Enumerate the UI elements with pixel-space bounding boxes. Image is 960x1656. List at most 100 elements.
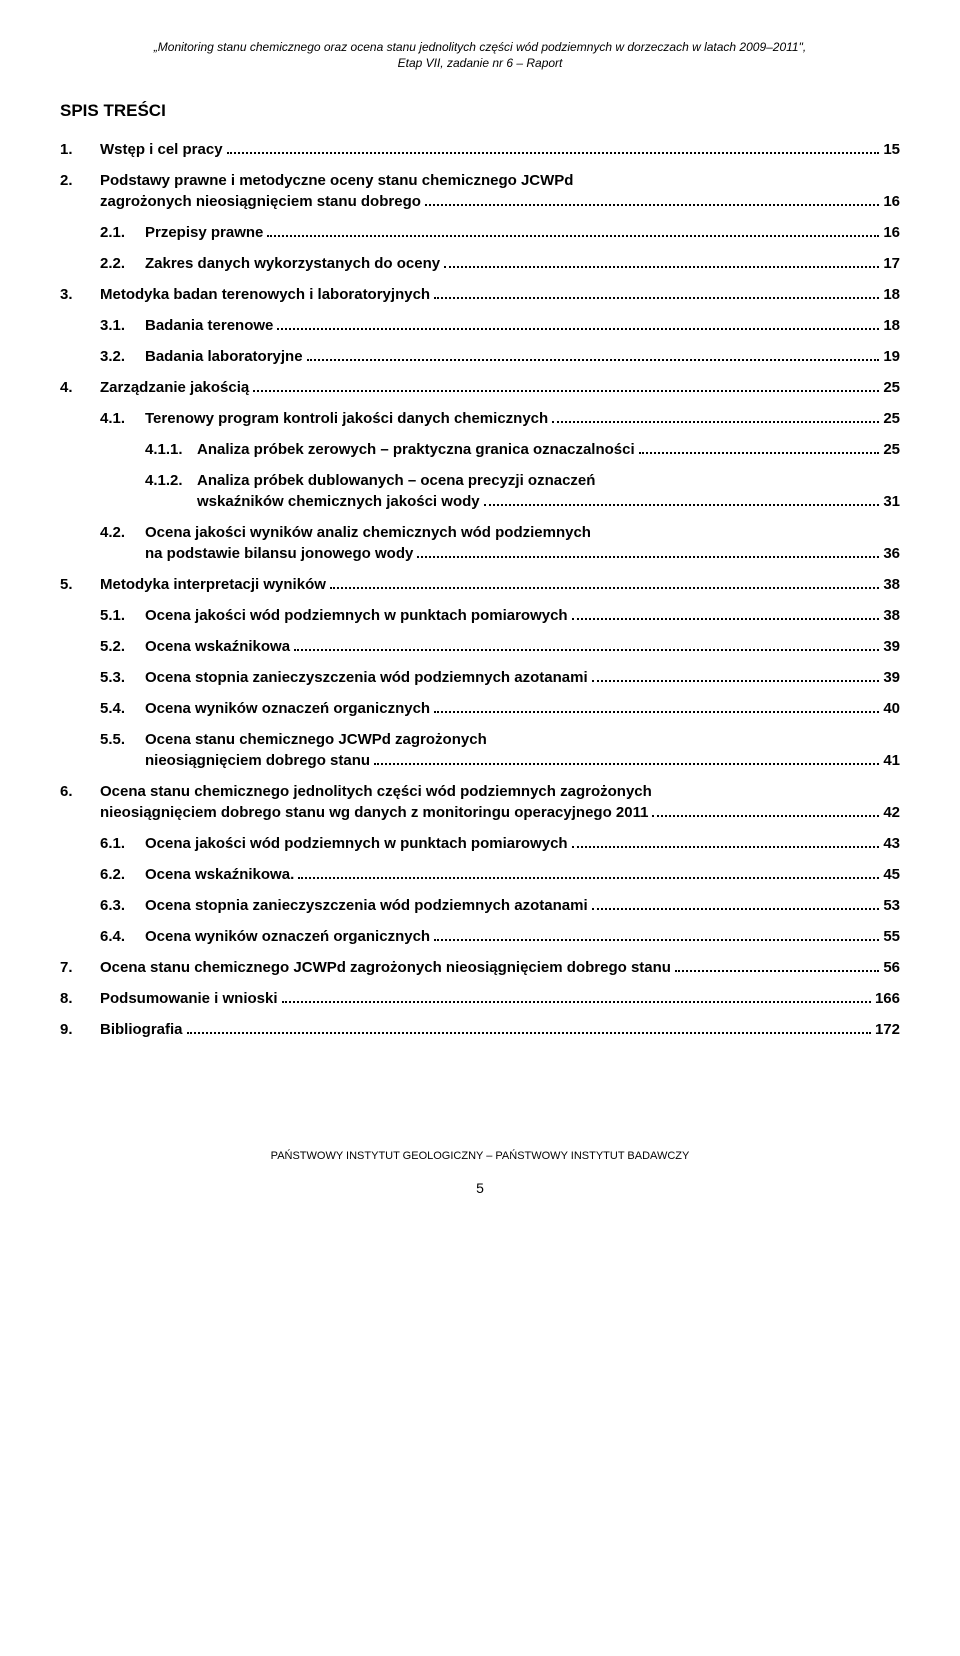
- toc-entry-text: Ocena wyników oznaczeń organicznych: [145, 698, 430, 719]
- toc-entry: 8.Podsumowanie i wnioski 166: [60, 988, 900, 1009]
- toc-entry: 4.Zarządzanie jakością 25: [60, 377, 900, 398]
- toc-entry-page: 18: [883, 315, 900, 336]
- toc-leader-dots: [277, 328, 879, 330]
- toc-entry-page: 166: [875, 988, 900, 1009]
- toc-entry-page: 42: [883, 802, 900, 823]
- toc-entry-text: Badania laboratoryjne: [145, 346, 303, 367]
- toc-leader-dots: [434, 297, 879, 299]
- toc-entry-page: 43: [883, 833, 900, 854]
- toc-entry-page: 16: [883, 191, 900, 212]
- toc-entry-page: 39: [883, 636, 900, 657]
- toc-leader-dots: [592, 680, 880, 682]
- toc-leader-dots: [434, 939, 879, 941]
- toc-entry-page: 15: [883, 139, 900, 160]
- toc-leader-dots: [374, 763, 879, 765]
- toc-entry-page: 18: [883, 284, 900, 305]
- toc-entry-number: 5.: [60, 574, 100, 595]
- toc-entry-number: 6.: [60, 781, 100, 802]
- toc-entry-text: Analiza próbek zerowych – praktyczna gra…: [197, 439, 635, 460]
- toc-entry-page: 172: [875, 1019, 900, 1040]
- toc-entry: 5.Metodyka interpretacji wyników 38: [60, 574, 900, 595]
- toc-entry-text: Ocena jakości wód podziemnych w punktach…: [145, 833, 568, 854]
- toc-entry-text: Ocena wyników oznaczeń organicznych: [145, 926, 430, 947]
- toc-entry-number: 6.3.: [100, 895, 145, 916]
- toc-leader-dots: [298, 877, 879, 879]
- toc-leader-dots: [572, 618, 880, 620]
- toc-entry: 5.4.Ocena wyników oznaczeń organicznych4…: [60, 698, 900, 719]
- document-header: „Monitoring stanu chemicznego oraz ocena…: [60, 40, 900, 71]
- toc-entry-text: Ocena jakości wód podziemnych w punktach…: [145, 605, 568, 626]
- toc-entry-number: 4.2.: [100, 522, 145, 543]
- toc-entry: 7.Ocena stanu chemicznego JCWPd zagrożon…: [60, 957, 900, 978]
- toc-entry-page: 39: [883, 667, 900, 688]
- toc-leader-dots: [484, 504, 880, 506]
- toc-entry: 5.2.Ocena wskaźnikowa39: [60, 636, 900, 657]
- toc-entry: 5.5.Ocena stanu chemicznego JCWPd zagroż…: [60, 729, 900, 771]
- header-line-1: „Monitoring stanu chemicznego oraz ocena…: [60, 40, 900, 56]
- toc-entry-number: 4.: [60, 377, 100, 398]
- toc-entry-page: 36: [883, 543, 900, 564]
- toc-entry-number: 6.1.: [100, 833, 145, 854]
- toc-entry: 6.2.Ocena wskaźnikowa.45: [60, 864, 900, 885]
- toc-leader-dots: [307, 359, 880, 361]
- toc-entry-page: 56: [883, 957, 900, 978]
- toc-entry-text: Analiza próbek dublowanych – ocena precy…: [197, 470, 595, 491]
- document-footer: PAŃSTWOWY INSTYTUT GEOLOGICZNY – PAŃSTWO…: [60, 1150, 900, 1162]
- toc-entry-number: 8.: [60, 988, 100, 1009]
- toc-entry-page: 41: [883, 750, 900, 771]
- toc-leader-dots: [253, 390, 879, 392]
- toc-entry-page: 45: [883, 864, 900, 885]
- toc-entry-text: Ocena stanu chemicznego JCWPd zagrożonyc…: [145, 729, 487, 750]
- toc-entry-text: na podstawie bilansu jonowego wody: [145, 543, 413, 564]
- toc-entry-number: 4.1.1.: [145, 439, 197, 460]
- toc-leader-dots: [417, 556, 879, 558]
- toc-entry-text: Ocena jakości wyników analiz chemicznych…: [145, 522, 591, 543]
- toc-leader-dots: [572, 846, 880, 848]
- toc-entry-page: 38: [883, 574, 900, 595]
- page-number: 5: [60, 1180, 900, 1196]
- toc-entry-number: 5.5.: [100, 729, 145, 750]
- toc-entry-text: Metodyka interpretacji wyników: [100, 574, 326, 595]
- toc-entry: 4.1.2.Analiza próbek dublowanych – ocena…: [60, 470, 900, 512]
- toc-entry-text: Ocena wskaźnikowa: [145, 636, 290, 657]
- toc-entry-text: zagrożonych nieosiągnięciem stanu dobreg…: [100, 191, 421, 212]
- toc-entry: 4.1.Terenowy program kontroli jakości da…: [60, 408, 900, 429]
- toc-entry-text: Badania terenowe: [145, 315, 273, 336]
- toc-entry-page: 25: [883, 377, 900, 398]
- toc-entry-page: 38: [883, 605, 900, 626]
- toc-entry-number: 7.: [60, 957, 100, 978]
- toc-entry-text: Wstęp i cel pracy: [100, 139, 223, 160]
- toc-entry-page: 17: [883, 253, 900, 274]
- toc-entry-page: 19: [883, 346, 900, 367]
- toc-entry: 5.1.Ocena jakości wód podziemnych w punk…: [60, 605, 900, 626]
- toc-leader-dots: [652, 815, 879, 817]
- toc-entry: 3.2.Badania laboratoryjne19: [60, 346, 900, 367]
- toc-entry-number: 5.4.: [100, 698, 145, 719]
- toc-entry: 6.1.Ocena jakości wód podziemnych w punk…: [60, 833, 900, 854]
- toc-entry-number: 2.2.: [100, 253, 145, 274]
- toc-container: 1.Wstęp i cel pracy152.Podstawy prawne i…: [60, 139, 900, 1040]
- toc-leader-dots: [282, 1001, 871, 1003]
- toc-entry-number: 9.: [60, 1019, 100, 1040]
- toc-leader-dots: [434, 711, 879, 713]
- toc-entry-number: 6.2.: [100, 864, 145, 885]
- toc-entry: 9.Bibliografia172: [60, 1019, 900, 1040]
- toc-entry: 4.2.Ocena jakości wyników analiz chemicz…: [60, 522, 900, 564]
- toc-entry-number: 2.1.: [100, 222, 145, 243]
- toc-leader-dots: [552, 421, 879, 423]
- toc-entry-number: 4.1.2.: [145, 470, 197, 491]
- toc-entry: 4.1.1.Analiza próbek zerowych – praktycz…: [60, 439, 900, 460]
- toc-entry-text: Ocena stanu chemicznego JCWPd zagrożonyc…: [100, 957, 671, 978]
- toc-entry-text: Ocena stopnia zanieczyszczenia wód podzi…: [145, 895, 588, 916]
- toc-entry: 3.1.Badania terenowe18: [60, 315, 900, 336]
- toc-entry: 5.3.Ocena stopnia zanieczyszczenia wód p…: [60, 667, 900, 688]
- toc-entry: 2.Podstawy prawne i metodyczne oceny sta…: [60, 170, 900, 212]
- toc-entry-text: Zarządzanie jakością: [100, 377, 249, 398]
- toc-entry-text: Ocena stopnia zanieczyszczenia wód podzi…: [145, 667, 588, 688]
- toc-entry: 1.Wstęp i cel pracy15: [60, 139, 900, 160]
- toc-entry-number: 2.: [60, 170, 100, 191]
- toc-entry-text: Ocena stanu chemicznego jednolitych częś…: [100, 781, 652, 802]
- toc-entry: 6.Ocena stanu chemicznego jednolitych cz…: [60, 781, 900, 823]
- toc-entry-page: 31: [883, 491, 900, 512]
- toc-entry-text: Podsumowanie i wnioski: [100, 988, 278, 1009]
